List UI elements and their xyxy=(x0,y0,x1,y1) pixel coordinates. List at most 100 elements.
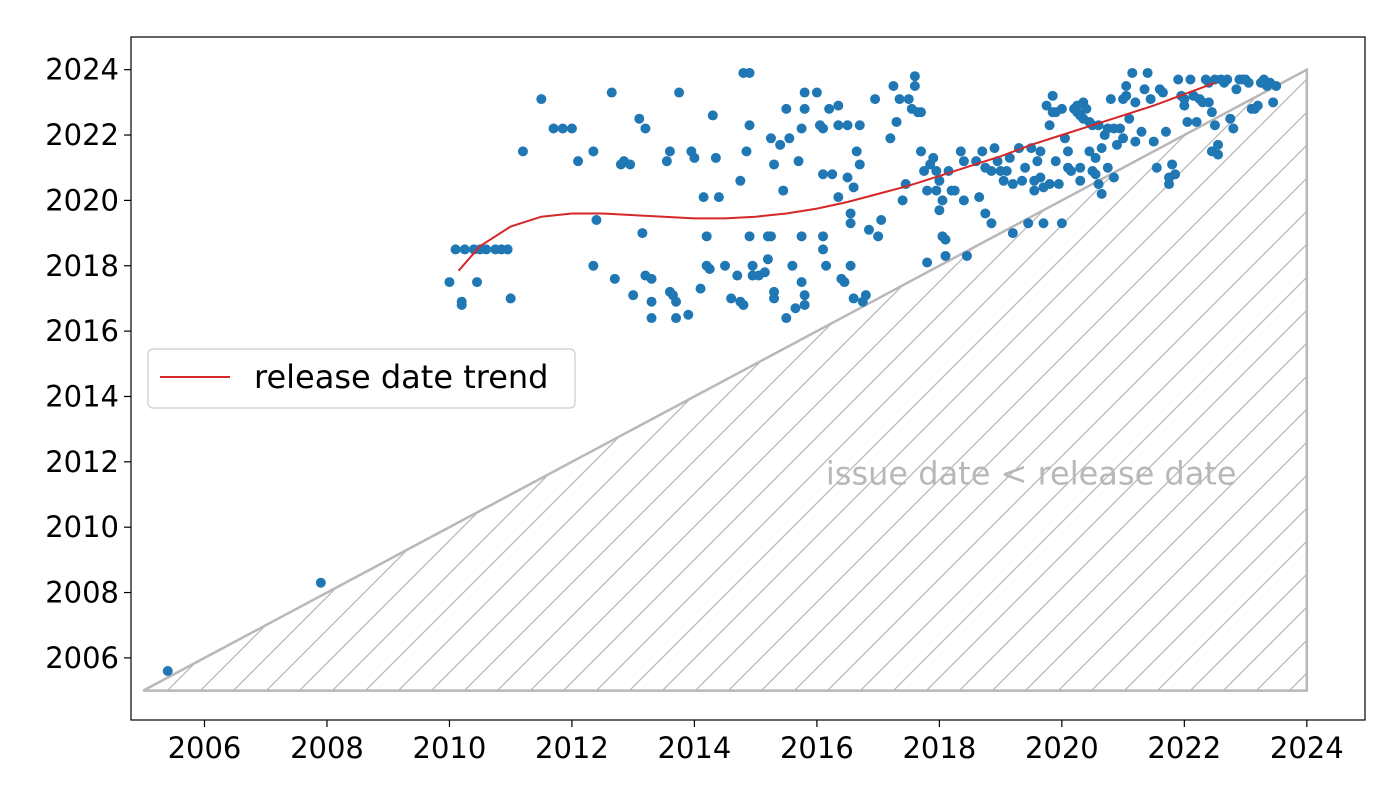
data-point xyxy=(710,152,721,163)
data-point xyxy=(986,218,997,229)
data-point xyxy=(762,254,773,265)
data-point xyxy=(1160,126,1171,137)
data-point xyxy=(1145,94,1156,105)
data-point xyxy=(977,146,988,157)
data-point xyxy=(873,231,884,242)
data-point xyxy=(961,250,972,261)
data-point xyxy=(536,94,547,105)
data-point xyxy=(573,156,584,167)
data-point xyxy=(833,120,844,131)
data-point xyxy=(1056,218,1067,229)
legend-label-trend: release date trend xyxy=(254,358,548,396)
y-tick-label: 2012 xyxy=(45,445,119,479)
data-point xyxy=(775,139,786,150)
data-point xyxy=(1081,103,1092,114)
x-tick-label: 2024 xyxy=(1270,731,1344,765)
data-point xyxy=(713,192,724,203)
data-point xyxy=(796,231,807,242)
data-point xyxy=(885,133,896,144)
data-point xyxy=(863,224,874,235)
data-point xyxy=(827,169,838,180)
data-point xyxy=(609,273,620,284)
data-point xyxy=(916,146,927,157)
data-point xyxy=(769,159,780,170)
data-point xyxy=(986,165,997,176)
data-point xyxy=(1191,116,1202,127)
data-point xyxy=(588,146,599,157)
y-tick-label: 2020 xyxy=(45,183,119,217)
data-point xyxy=(444,277,455,288)
data-point xyxy=(472,277,483,288)
data-point xyxy=(839,277,850,288)
data-point xyxy=(1124,113,1135,124)
x-tick-label: 2008 xyxy=(290,731,364,765)
data-point xyxy=(1023,218,1034,229)
data-point xyxy=(980,208,991,219)
data-point xyxy=(1075,162,1086,173)
data-point xyxy=(1164,179,1175,190)
data-point xyxy=(701,231,712,242)
data-point xyxy=(1151,162,1162,173)
trend-line-layer xyxy=(457,81,1216,272)
data-point xyxy=(894,94,905,105)
data-point xyxy=(1111,139,1122,150)
y-axis: 2006 2008 2010 2012 2014 2016 2018 2020 2022 2024 xyxy=(45,53,131,675)
data-point xyxy=(759,267,770,278)
data-point xyxy=(1050,156,1061,167)
data-point xyxy=(833,192,844,203)
data-point xyxy=(854,120,865,131)
legend: release date trend xyxy=(147,348,576,409)
legend-box xyxy=(147,348,576,409)
data-point xyxy=(625,159,636,170)
trend-line xyxy=(457,81,1216,272)
data-point xyxy=(796,123,807,134)
data-point xyxy=(459,244,470,255)
data-point xyxy=(1225,113,1236,124)
data-point xyxy=(698,192,709,203)
data-point xyxy=(707,110,718,121)
data-point xyxy=(1182,116,1193,127)
data-point xyxy=(818,231,829,242)
data-point xyxy=(1170,169,1181,180)
data-point xyxy=(784,133,795,144)
y-tick-label: 2008 xyxy=(45,576,119,610)
data-point xyxy=(726,293,737,304)
data-point xyxy=(888,81,899,92)
data-point xyxy=(1173,74,1184,85)
data-point xyxy=(1127,67,1138,78)
data-point xyxy=(1007,228,1018,239)
data-point xyxy=(842,172,853,183)
data-point xyxy=(517,146,528,157)
data-point xyxy=(738,299,749,310)
data-point xyxy=(922,185,933,196)
data-point xyxy=(1118,133,1129,144)
data-point xyxy=(765,231,776,242)
data-point xyxy=(646,273,657,284)
data-point xyxy=(741,146,752,157)
data-point xyxy=(1096,143,1107,154)
data-points-layer xyxy=(162,67,1282,676)
data-point xyxy=(799,103,810,114)
data-point xyxy=(606,87,617,98)
data-point xyxy=(1066,165,1077,176)
data-point xyxy=(732,270,743,281)
data-point xyxy=(747,260,758,271)
data-point xyxy=(1243,77,1254,88)
data-point xyxy=(591,215,602,226)
data-point xyxy=(450,244,461,255)
data-point xyxy=(646,296,657,307)
data-point xyxy=(1108,172,1119,183)
data-point xyxy=(891,116,902,127)
data-point xyxy=(557,123,568,134)
data-point xyxy=(1121,81,1132,92)
data-point xyxy=(637,228,648,239)
data-point xyxy=(1090,152,1101,163)
data-point xyxy=(1105,94,1116,105)
data-point xyxy=(456,299,467,310)
data-point xyxy=(1139,84,1150,95)
data-point xyxy=(916,107,927,118)
x-tick-label: 2018 xyxy=(902,731,976,765)
region-annotation: issue date < release date xyxy=(826,455,1237,493)
data-point xyxy=(664,146,675,157)
